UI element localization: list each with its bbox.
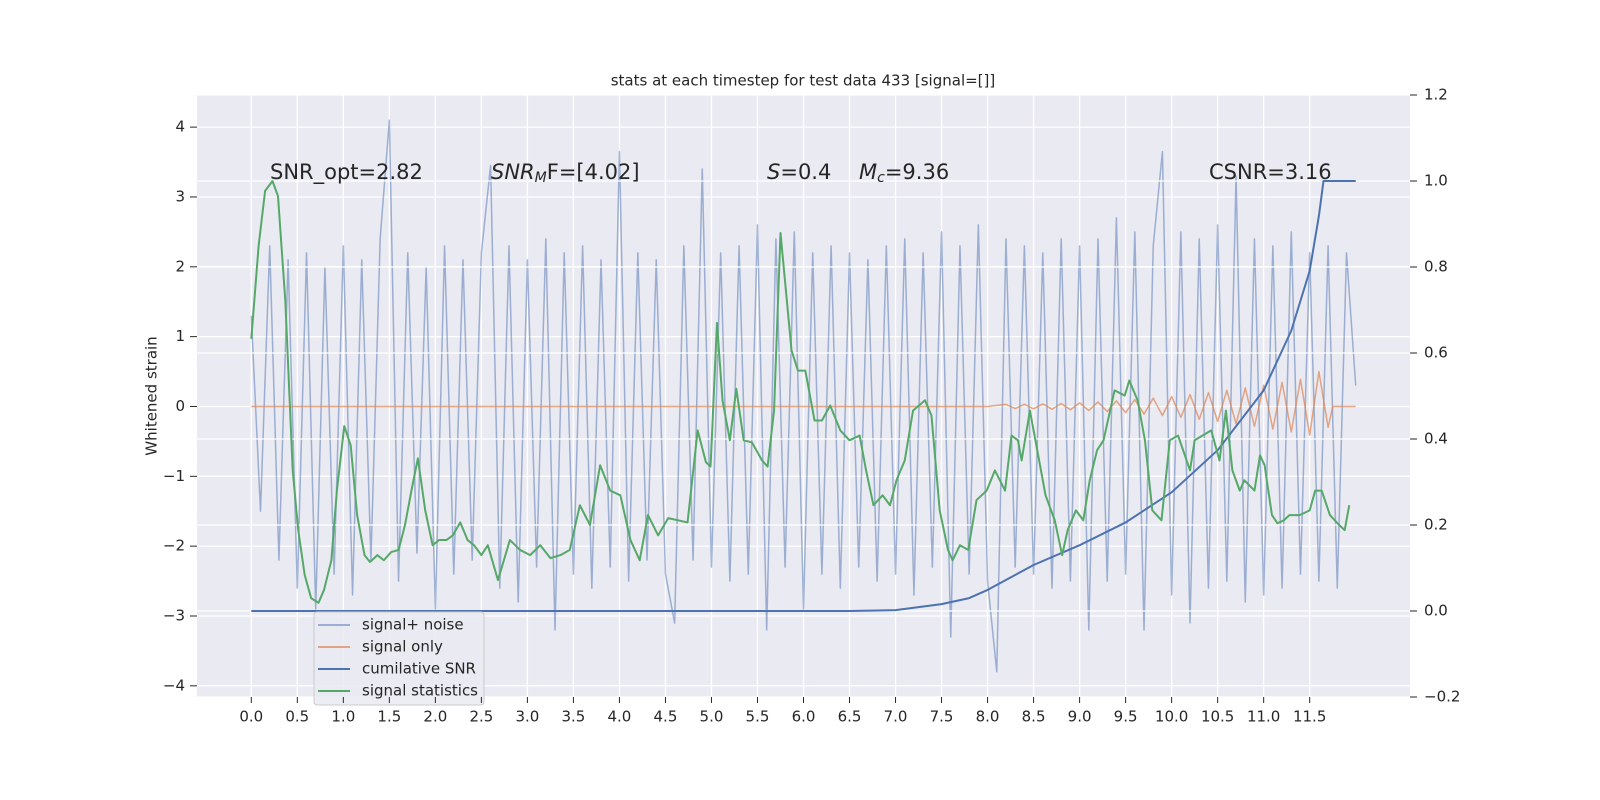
y-tick-label: −3 [163,606,185,624]
y-tick-label: 2 [175,257,185,275]
x-tick-label: 4.5 [654,708,678,726]
x-tick-label: 2.5 [469,708,493,726]
x-tick-label: 9.5 [1114,708,1138,726]
y2-tick-label: 0.2 [1424,516,1448,534]
annotation-sub: M [535,170,547,186]
back-layer [197,95,1410,697]
x-tick-label: 10.5 [1201,708,1234,726]
y-tick-label: −4 [163,676,185,694]
annotation: CSNR=3.16 [1209,160,1332,184]
x-tick-label: 1.0 [331,708,355,726]
annotation: S=0.4 [767,160,831,184]
y-tick-label: −1 [163,467,185,485]
x-tick-label: 3.0 [515,708,539,726]
annotation-rest: F=[4.02] [547,160,640,184]
annotation-text: SNR_opt=2.82 [270,160,423,185]
x-tick-label: 9.0 [1068,708,1092,726]
series-line [250,180,1351,604]
annotation-rest: =0.4 [780,160,831,184]
legend-label: cumilative SNR [362,660,476,678]
annotation-rest: =9.36 [885,160,949,184]
x-tick-label: 5.0 [700,708,724,726]
y-tick-label: 3 [175,187,185,205]
y2-tick-label: 1.2 [1424,86,1448,104]
annotation-main: M [859,160,877,184]
legend-label: signal only [362,638,443,656]
annotation-text: CSNR=3.16 [1209,160,1332,184]
x-tick-label: 5.5 [746,708,770,726]
annotation-sub: c [877,170,885,186]
series-line [251,180,1356,612]
x-tick-label: 0.5 [285,708,309,726]
x-tick-label: 3.5 [561,708,585,726]
annotation: SNRMF=[4.02] [491,160,640,186]
front-layer: SNR_opt=2.82 SNRMF=[4.02] S=0.4 Mc=9.36 CSNR… [250,160,1356,706]
x-tick-label: 2.0 [423,708,447,726]
x-tick-label: 6.0 [792,708,816,726]
y-tick-label: 1 [175,327,185,345]
y-tick-label: 4 [175,118,185,136]
y2-tick-label: 1.0 [1424,172,1448,190]
x-tick-label: 7.0 [884,708,908,726]
series-line [250,119,1357,673]
x-tick-label: 11.5 [1293,708,1326,726]
x-tick-label: 11.0 [1247,708,1280,726]
legend-frame [313,611,485,706]
series-line [251,370,1356,436]
x-tick-label: 6.5 [838,708,862,726]
legend-label: signal+ noise [362,616,464,634]
y-tick-label: 0 [175,397,185,415]
y-axis-label: Whitened strain [143,336,161,455]
y-tick-label: −2 [163,537,185,555]
legend-label: signal statistics [362,682,478,700]
x-tick-label: 8.5 [1022,708,1046,726]
x-tick-label: 4.0 [608,708,632,726]
x-tick-label: 10.0 [1155,708,1188,726]
annotation: SNR_opt=2.82 [270,160,423,185]
y2-tick-label: 0.4 [1424,430,1448,448]
y2-tick-label: 0.0 [1424,602,1448,620]
x-tick-label: 8.0 [976,708,1000,726]
y2-tick-label: 0.8 [1424,258,1448,276]
y2-tick-label: 0.6 [1424,344,1448,362]
y2-tick-label: −0.2 [1424,688,1460,706]
x-tick-label: 0.0 [239,708,263,726]
annotation-main: SNR [491,160,535,184]
annotation: Mc=9.36 [859,160,949,186]
x-tick-label: 1.5 [377,708,401,726]
annotation-main: S [767,160,780,184]
x-tick-label: 7.5 [930,708,954,726]
chart-title: stats at each timestep for test data 433… [611,72,996,90]
